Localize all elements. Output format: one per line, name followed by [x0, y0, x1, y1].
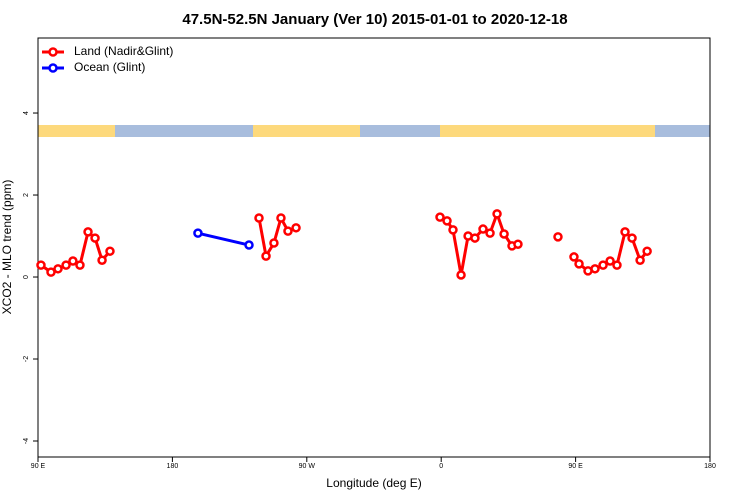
data-point: [627, 233, 637, 243]
data-point: [513, 239, 523, 249]
data-point: [291, 223, 301, 233]
legend-label: Land (Nadir&Glint): [74, 44, 173, 58]
legend-label: Ocean (Glint): [74, 60, 145, 74]
data-point: [635, 255, 645, 265]
data-point: [193, 228, 203, 238]
data-point: [448, 225, 458, 235]
series-line: [197, 231, 250, 247]
x-axis-label: Longitude (deg E): [326, 476, 421, 490]
land-ocean-strip: [38, 125, 710, 137]
legend-marker: [48, 63, 58, 73]
y-tick-label: -2: [23, 356, 30, 362]
land-band: [253, 125, 360, 137]
ocean-band: [655, 125, 710, 137]
x-tick-label: 180: [704, 463, 716, 470]
series-line: [40, 212, 649, 277]
data-point: [97, 255, 107, 265]
data-point: [105, 246, 115, 256]
data-point: [478, 224, 488, 234]
data-point: [605, 256, 615, 266]
data-point: [569, 252, 579, 262]
x-tick-label: 180: [167, 463, 179, 470]
legend-marker: [48, 47, 58, 57]
x-tick-label: 90 E: [31, 463, 46, 470]
data-point: [68, 256, 78, 266]
data-point: [499, 229, 509, 239]
data-point: [492, 209, 502, 219]
data-point: [46, 267, 56, 277]
data-point: [456, 270, 466, 280]
y-axis-label: XCO2 - MLO trend (ppm): [0, 180, 14, 315]
data-point: [485, 228, 495, 238]
data-point: [83, 227, 93, 237]
x-tick-label: 90 W: [299, 463, 316, 470]
data-point: [90, 233, 100, 243]
plot-frame: [37, 37, 711, 458]
ocean-band: [360, 125, 440, 137]
data-point: [261, 251, 271, 261]
chart-title: 47.5N-52.5N January (Ver 10) 2015-01-01 …: [182, 11, 567, 28]
data-point: [36, 260, 46, 270]
data-point: [53, 264, 63, 274]
y-tick-label: 0: [23, 275, 30, 279]
x-tick-label: 90 E: [568, 463, 583, 470]
data-point: [283, 226, 293, 236]
data-point: [590, 264, 600, 274]
y-tick-label: 2: [23, 193, 30, 197]
data-point: [254, 213, 264, 223]
data-point: [553, 232, 563, 242]
x-tick-label: 0: [439, 463, 443, 470]
y-tick-label: -4: [23, 438, 30, 444]
data-point: [612, 260, 622, 270]
data-point: [470, 233, 480, 243]
data-point: [642, 246, 652, 256]
ocean-band: [115, 125, 253, 137]
land-band: [440, 125, 655, 137]
y-tick-label: 4: [23, 111, 30, 115]
data-point: [435, 212, 445, 222]
data-point: [620, 227, 630, 237]
data-point: [442, 216, 452, 226]
data-point: [244, 240, 254, 250]
data-point: [75, 260, 85, 270]
data-point: [598, 260, 608, 270]
data-point: [276, 213, 286, 223]
data-point: [61, 260, 71, 270]
land-band: [38, 125, 115, 137]
data-point: [574, 259, 584, 269]
data-point: [269, 238, 279, 248]
